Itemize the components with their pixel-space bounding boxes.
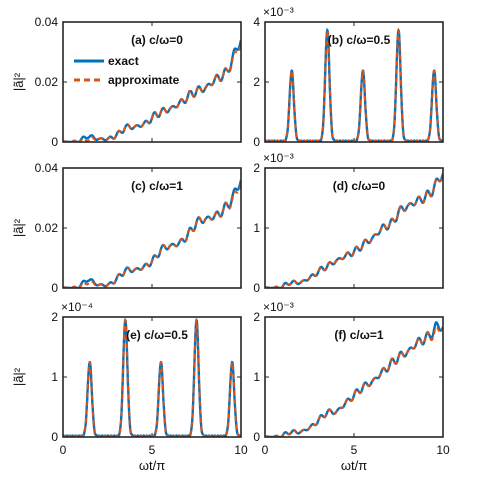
x-axis-label: ωt/π: [341, 458, 367, 473]
panel-label: (b) c/ω=0.5: [328, 33, 391, 47]
series-group: [63, 39, 241, 142]
axis-exponent: ×10⁻³: [263, 151, 294, 165]
legend-label: approximate: [108, 73, 180, 87]
ytick-label: 0: [253, 430, 260, 444]
plot-frame: [264, 316, 444, 438]
panel-label: (e) c/ω=0.5: [126, 328, 188, 342]
panel-e: 0 1 2 0 5 10 (e) c/ω=0.5 ×10⁻⁴ |ã|² ωt/π: [11, 300, 248, 473]
ytick-label: 0: [253, 135, 260, 149]
ytick-label: 0: [51, 281, 58, 295]
panel-f: 0 1 2 0 5 10 (f) c/ω=1 ×10⁻³ ωt/π: [253, 300, 450, 473]
panel-label: (f) c/ω=1: [334, 328, 383, 342]
series-line-approximate: [265, 326, 443, 437]
ytick-label: 0.02: [35, 75, 59, 89]
ytick-label: 2: [253, 161, 260, 175]
panel-c: 0 0.02 0.04 (c) c/ω=1 |ã|²: [11, 161, 242, 295]
xtick-label: 5: [351, 443, 358, 457]
panel-a: 0 0.02 0.04 (a) c/ω=0 |ã|² exact approximate: [11, 15, 242, 149]
ytick-label: 2: [51, 310, 58, 324]
panel-label: (d) c/ω=0: [333, 179, 386, 193]
series-group: [265, 27, 443, 142]
plot-frame: [62, 316, 242, 438]
ytick-label: 2: [253, 310, 260, 324]
ytick-label: 1: [253, 370, 260, 384]
panel-b: 0 2 4 (b) c/ω=0.5 ×10⁻³: [253, 5, 444, 149]
axis-exponent: ×10⁻⁴: [61, 300, 93, 314]
series-line-approximate: [265, 28, 443, 142]
ytick-label: 0: [253, 281, 260, 295]
ytick-label: 2: [253, 75, 260, 89]
legend-label: exact: [108, 54, 139, 68]
series-line-exact: [63, 179, 241, 288]
plot-frame: [62, 21, 242, 143]
series-group: [63, 179, 241, 288]
panel-label: (c) c/ω=1: [131, 179, 183, 193]
series-group: [265, 321, 443, 437]
x-axis-label: ωt/π: [139, 458, 165, 473]
y-axis-label: |ã|²: [11, 367, 26, 386]
xtick-label: 10: [436, 443, 450, 457]
ytick-label: 0.04: [35, 15, 59, 29]
series-line-approximate: [265, 173, 443, 288]
panel-d: 0 1 2 (d) c/ω=0 ×10⁻³: [253, 151, 444, 295]
series-line-approximate: [63, 42, 241, 142]
series-group: [265, 173, 443, 288]
legend-box: [72, 50, 194, 90]
xtick-label: 10: [234, 443, 248, 457]
series-line-approximate: [63, 182, 241, 288]
ytick-label: 1: [51, 370, 58, 384]
axis-exponent: ×10⁻³: [263, 300, 294, 314]
y-axis-label: |ã|²: [11, 218, 26, 237]
ytick-label: 0.02: [35, 221, 59, 235]
xtick-label: 0: [262, 443, 269, 457]
xtick-label: 5: [149, 443, 156, 457]
xtick-label: 0: [60, 443, 67, 457]
legend: exact approximate: [72, 50, 194, 90]
plot-frame: [62, 167, 242, 289]
ytick-label: 0: [51, 135, 58, 149]
ytick-label: 1: [253, 221, 260, 235]
ytick-label: 0.04: [35, 161, 59, 175]
plot-frame: [264, 21, 444, 143]
axis-exponent: ×10⁻³: [263, 5, 294, 19]
series-line-exact: [265, 27, 443, 142]
ytick-label: 4: [253, 15, 260, 29]
plot-frame: [264, 167, 444, 289]
ytick-label: 0: [51, 430, 58, 444]
y-axis-label: |ã|²: [11, 72, 26, 91]
panel-label: (a) c/ω=0: [131, 33, 183, 47]
